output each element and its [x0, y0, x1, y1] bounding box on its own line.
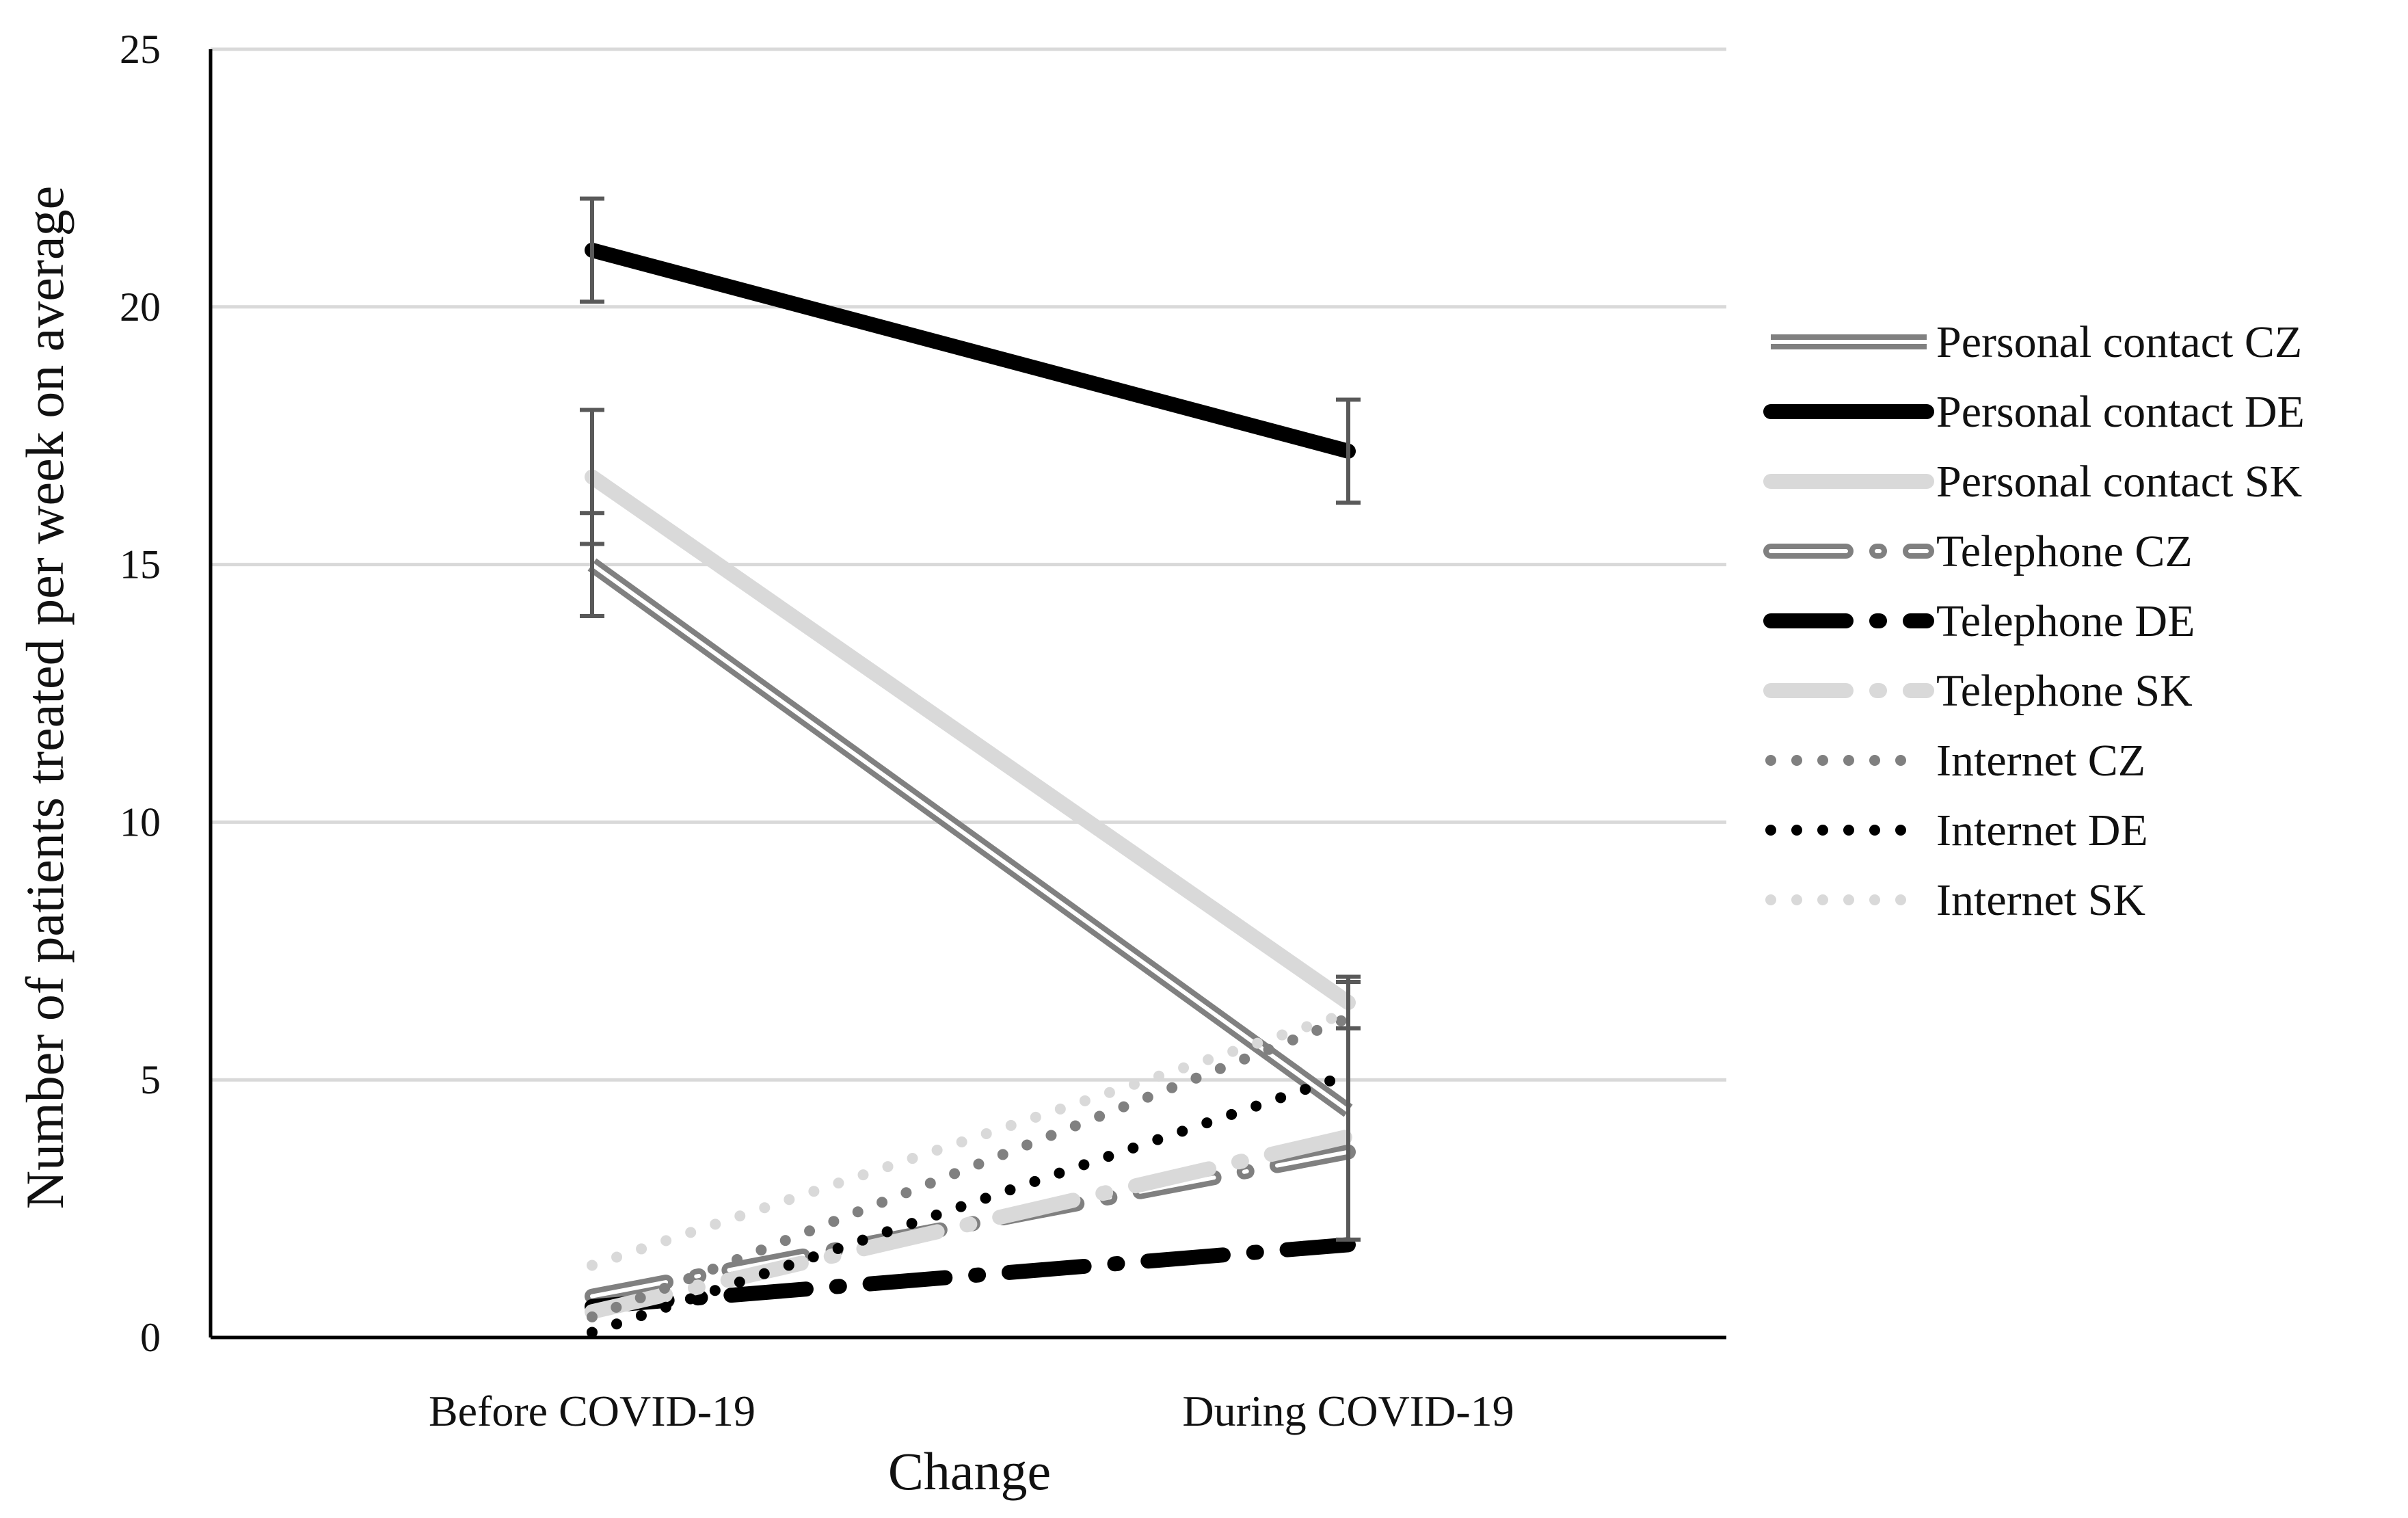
x-tick-labels: Before COVID-19 During COVID-19: [429, 1387, 1514, 1435]
legend-label: Internet SK: [1936, 875, 2145, 925]
x-tick-label: During COVID-19: [1182, 1387, 1514, 1435]
series-line: [587, 1012, 1354, 1322]
legend-item: Telephone SK: [1763, 666, 2193, 716]
legend-label: Personal contact SK: [1936, 457, 2302, 507]
y-tick-labels: 0 5 10 15 20 25: [120, 27, 161, 1360]
series-line: [587, 1069, 1354, 1338]
series-path: [587, 1012, 1354, 1322]
legend-label: Telephone DE: [1936, 596, 2195, 646]
legend-label: Internet DE: [1936, 805, 2148, 855]
y-tick-label: 5: [140, 1057, 161, 1102]
legend-item: Personal contact CZ: [1771, 317, 2302, 367]
series-line: [585, 242, 1356, 459]
series-lines: [585, 242, 1356, 1338]
x-axis-title: Change: [888, 1441, 1051, 1501]
error-bars: [580, 196, 1361, 1242]
error-bar: [580, 408, 604, 546]
y-tick-label: 25: [120, 27, 161, 72]
legend-item: Internet DE: [1765, 805, 2148, 855]
axes: [209, 49, 1726, 1340]
legend-label: Personal contact CZ: [1936, 317, 2302, 367]
error-bar: [1336, 397, 1361, 505]
error-bar: [1336, 974, 1361, 1030]
series-line: [585, 1129, 1356, 1320]
legend-item: Internet SK: [1765, 875, 2145, 925]
y-tick-label: 15: [120, 542, 161, 587]
legend-label: Personal contact DE: [1936, 387, 2305, 437]
series-path-inner: [591, 563, 1350, 1113]
legend-item: Internet CZ: [1765, 736, 2145, 786]
series-path: [587, 1007, 1354, 1271]
legend-item: Personal contact DE: [1763, 387, 2305, 437]
x-tick-label: Before COVID-19: [429, 1387, 755, 1435]
legend-item: Personal contact SK: [1763, 457, 2302, 507]
series-path: [585, 242, 1356, 459]
series-line: [585, 469, 1356, 1011]
legend-item: Telephone CZ: [1763, 527, 2193, 576]
series-line: [587, 558, 1353, 1117]
y-tick-label: 10: [120, 799, 161, 844]
series-line: [585, 1237, 1356, 1314]
error-bar: [580, 196, 604, 304]
y-tick-label: 0: [140, 1315, 161, 1360]
gridlines: [211, 47, 1726, 1082]
series-path: [585, 1237, 1356, 1314]
legend-item: Telephone DE: [1763, 596, 2195, 646]
legend-label: Telephone SK: [1936, 666, 2193, 716]
series-path: [585, 1129, 1356, 1320]
y-axis-title: Number of patients treated per week on a…: [15, 186, 75, 1209]
y-tick-label: 20: [120, 284, 161, 330]
series-path: [587, 1069, 1354, 1338]
legend-label: Telephone CZ: [1936, 527, 2193, 576]
legend-label: Internet CZ: [1936, 736, 2145, 786]
series-line: [587, 1007, 1354, 1271]
series-path: [585, 469, 1356, 1011]
legend: Personal contact CZ Personal contact DE Pe…: [1763, 317, 2305, 925]
